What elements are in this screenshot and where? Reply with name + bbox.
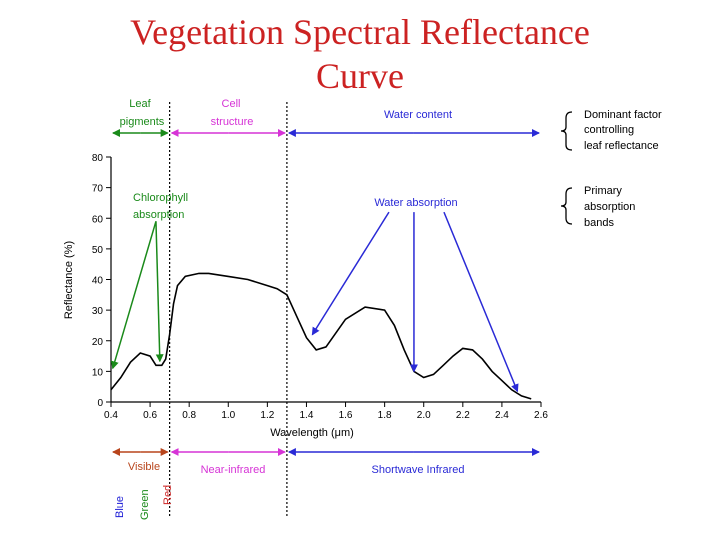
near-infrared-label: Near-infrared bbox=[201, 464, 266, 476]
water-content-label: Water content bbox=[384, 109, 452, 121]
y-tick-label: 30 bbox=[92, 306, 104, 317]
y-tick-label: 0 bbox=[97, 398, 103, 409]
x-tick-label: 0.6 bbox=[143, 410, 157, 421]
absorption-bands-brace bbox=[560, 187, 573, 225]
blue-band-label: Blue bbox=[114, 496, 126, 518]
chlorophyll-arrow-red-band bbox=[155, 221, 164, 363]
x-tick-label: 2.2 bbox=[456, 410, 470, 421]
x-tick-label: 1.4 bbox=[300, 410, 314, 421]
absorption-bands-line1: Primary bbox=[584, 185, 622, 197]
y-tick-label: 60 bbox=[92, 214, 104, 225]
x-axis-label: Wavelength (μm) bbox=[270, 427, 354, 439]
x-tick-label: 1.6 bbox=[339, 410, 353, 421]
x-tick-label: 1.8 bbox=[378, 410, 392, 421]
y-axis-label: Reflectance (%) bbox=[63, 241, 75, 319]
dominant-factor-line1: Dominant factor bbox=[584, 109, 662, 121]
y-tick-label: 10 bbox=[92, 367, 104, 378]
water-absorption-arrow-1 bbox=[311, 211, 390, 336]
absorption-bands-line2: absorption bbox=[584, 201, 635, 213]
chlorophyll-arrow-blue-band bbox=[110, 221, 157, 370]
leaf-label-line2: pigments bbox=[120, 116, 165, 128]
x-tick-label: 0.4 bbox=[104, 410, 118, 421]
x-tick-label: 2.0 bbox=[417, 410, 431, 421]
slide-title-line2: Curve bbox=[316, 56, 404, 96]
green-band-label: Green bbox=[139, 489, 151, 520]
red-band-label: Red bbox=[162, 485, 174, 505]
cell-label-line1: Cell bbox=[222, 98, 241, 110]
y-tick-label: 40 bbox=[92, 276, 104, 287]
leaf-label-line1: Leaf bbox=[129, 98, 151, 110]
x-tick-label: 2.6 bbox=[534, 410, 548, 421]
water-absorption-arrow-3 bbox=[443, 211, 519, 393]
x-tick-label: 2.4 bbox=[495, 410, 509, 421]
reflectance-curve bbox=[110, 272, 532, 400]
absorption-bands-line3: bands bbox=[584, 217, 614, 229]
x-tick-label: 1.2 bbox=[260, 410, 274, 421]
chlorophyll-label-line2: absorption bbox=[133, 209, 184, 221]
y-tick-label: 20 bbox=[92, 337, 104, 348]
shortwave-infrared-label: Shortwave Infrared bbox=[372, 464, 465, 476]
dominant-factor-line2: controlling bbox=[584, 124, 634, 136]
dominant-factor-line3: leaf reflectance bbox=[584, 140, 659, 152]
water-absorption-label: Water absorption bbox=[374, 197, 457, 209]
slide-title-line1: Vegetation Spectral Reflectance bbox=[130, 12, 590, 52]
y-tick-label: 50 bbox=[92, 245, 104, 256]
x-tick-label: 1.0 bbox=[221, 410, 235, 421]
x-tick-label: 0.8 bbox=[182, 410, 196, 421]
cell-label-line2: structure bbox=[211, 116, 254, 128]
visible-label: Visible bbox=[128, 461, 160, 473]
chlorophyll-label-line1: Chlorophyll bbox=[133, 192, 188, 204]
y-tick-label: 70 bbox=[92, 184, 104, 195]
y-tick-label: 80 bbox=[92, 153, 104, 164]
dominant-factor-brace bbox=[560, 111, 573, 151]
region-dividers bbox=[169, 102, 288, 518]
